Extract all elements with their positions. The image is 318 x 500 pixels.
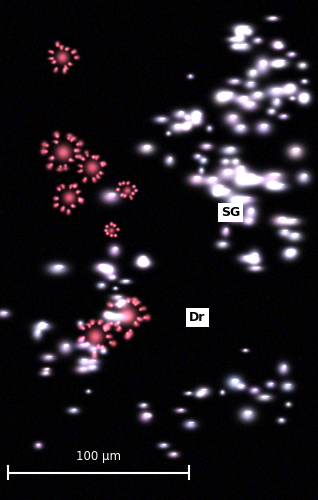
Text: SG: SG (221, 206, 240, 219)
Text: Dr: Dr (189, 311, 205, 324)
Text: 100 μm: 100 μm (76, 450, 121, 464)
